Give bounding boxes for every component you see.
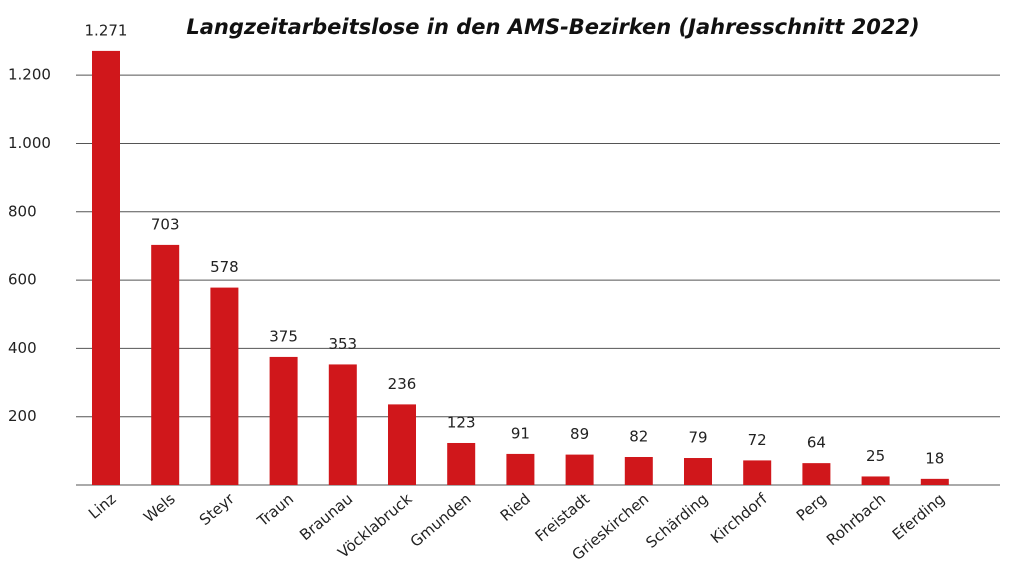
- bar: [447, 442, 476, 485]
- bar: [506, 453, 535, 485]
- data-label: 72: [748, 431, 767, 449]
- data-label: 353: [328, 335, 357, 353]
- y-tick-label: 400: [8, 339, 37, 357]
- x-tick-label: Rohrbach: [823, 490, 889, 549]
- bar: [210, 287, 239, 485]
- bar: [328, 364, 357, 485]
- data-label: 25: [866, 447, 885, 465]
- bar: [920, 478, 949, 485]
- data-label: 375: [269, 327, 298, 345]
- data-label: 89: [570, 425, 589, 443]
- data-label: 64: [807, 434, 826, 452]
- data-label: 82: [629, 427, 648, 445]
- x-tick-label: Eferding: [889, 490, 949, 544]
- bar: [743, 460, 772, 485]
- data-label: 236: [388, 375, 417, 393]
- bar: [92, 50, 120, 486]
- bar: [624, 456, 653, 485]
- x-tick-label: Linz: [85, 490, 120, 523]
- x-tick-label: Wels: [140, 490, 179, 527]
- data-label: 18: [925, 449, 944, 467]
- chart-title: Langzeitarbeitslose in den AMS-Bezirken …: [186, 15, 919, 39]
- data-label: 703: [151, 215, 180, 233]
- bar: [565, 454, 594, 485]
- data-label: 123: [447, 413, 476, 431]
- bar: [269, 356, 298, 485]
- x-tick-label: Traun: [253, 490, 297, 531]
- x-tick-label: Steyr: [196, 489, 239, 529]
- x-tick-label: Perg: [793, 490, 830, 525]
- x-tick-label: Schärding: [642, 490, 711, 552]
- bar: [861, 476, 890, 485]
- data-label: 91: [511, 424, 530, 442]
- data-label: 79: [688, 429, 707, 447]
- data-label: 578: [210, 258, 239, 276]
- y-tick-label: 200: [8, 407, 37, 425]
- bar: [388, 404, 416, 485]
- x-tick-label: Gmunden: [407, 490, 475, 551]
- y-tick-label: 1.000: [8, 134, 51, 152]
- data-label: 1.271: [85, 21, 128, 39]
- bar: [684, 458, 712, 485]
- y-tick-label: 800: [8, 202, 37, 220]
- bar: [151, 244, 180, 485]
- x-tick-label: Ried: [497, 490, 534, 525]
- bar: [802, 463, 831, 485]
- y-tick-label: 1.200: [8, 66, 51, 84]
- x-tick-label: Kirchdorf: [707, 489, 771, 547]
- y-tick-label: 600: [8, 271, 37, 289]
